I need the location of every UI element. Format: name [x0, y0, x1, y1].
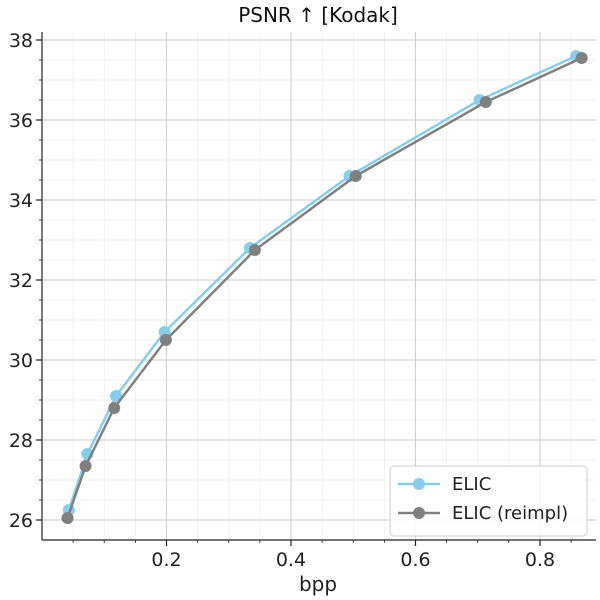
chart-title: PSNR ↑ [Kodak] [238, 3, 398, 27]
series-1-point [61, 512, 74, 524]
y-tick-label: 38 [9, 30, 33, 52]
x-tick-label: 0.4 [276, 549, 306, 571]
axes [41, 32, 596, 541]
series-line-1 [66, 56, 583, 519]
legend-marker-elic-reimpl [413, 507, 425, 519]
series-line-0 [67, 54, 577, 511]
y-tick-label: 36 [9, 110, 33, 132]
major-grid [42, 32, 596, 540]
y-tick-label: 32 [9, 270, 33, 292]
y-tick-label: 26 [9, 510, 33, 532]
series-0-point [110, 390, 123, 402]
legend-label-elic: ELIC [452, 474, 491, 495]
series-1-point [79, 460, 92, 472]
legend-marker-elic [413, 478, 425, 490]
x-axis-label: bpp [299, 572, 337, 596]
x-tick-label: 0.2 [151, 549, 181, 571]
series-1-point [349, 170, 362, 182]
series-1-point [479, 96, 492, 108]
ticks: 0.2 0.4 0.6 0.8 26 28 30 32 34 36 38 [9, 30, 572, 571]
x-tick-label: 0.8 [525, 549, 555, 571]
series-1-point [575, 52, 588, 64]
legend-label-elic-reimpl: ELIC (reimpl) [452, 503, 568, 524]
x-tick-label: 0.6 [400, 549, 430, 571]
series-1-point [248, 244, 261, 256]
series-1-point [159, 334, 172, 346]
y-tick-label: 30 [9, 350, 33, 372]
series-group [61, 50, 588, 524]
y-tick-label: 28 [9, 430, 33, 452]
legend: ELIC ELIC (reimpl) [389, 465, 588, 537]
series-1-point [108, 402, 121, 414]
y-tick-label: 34 [9, 190, 33, 212]
